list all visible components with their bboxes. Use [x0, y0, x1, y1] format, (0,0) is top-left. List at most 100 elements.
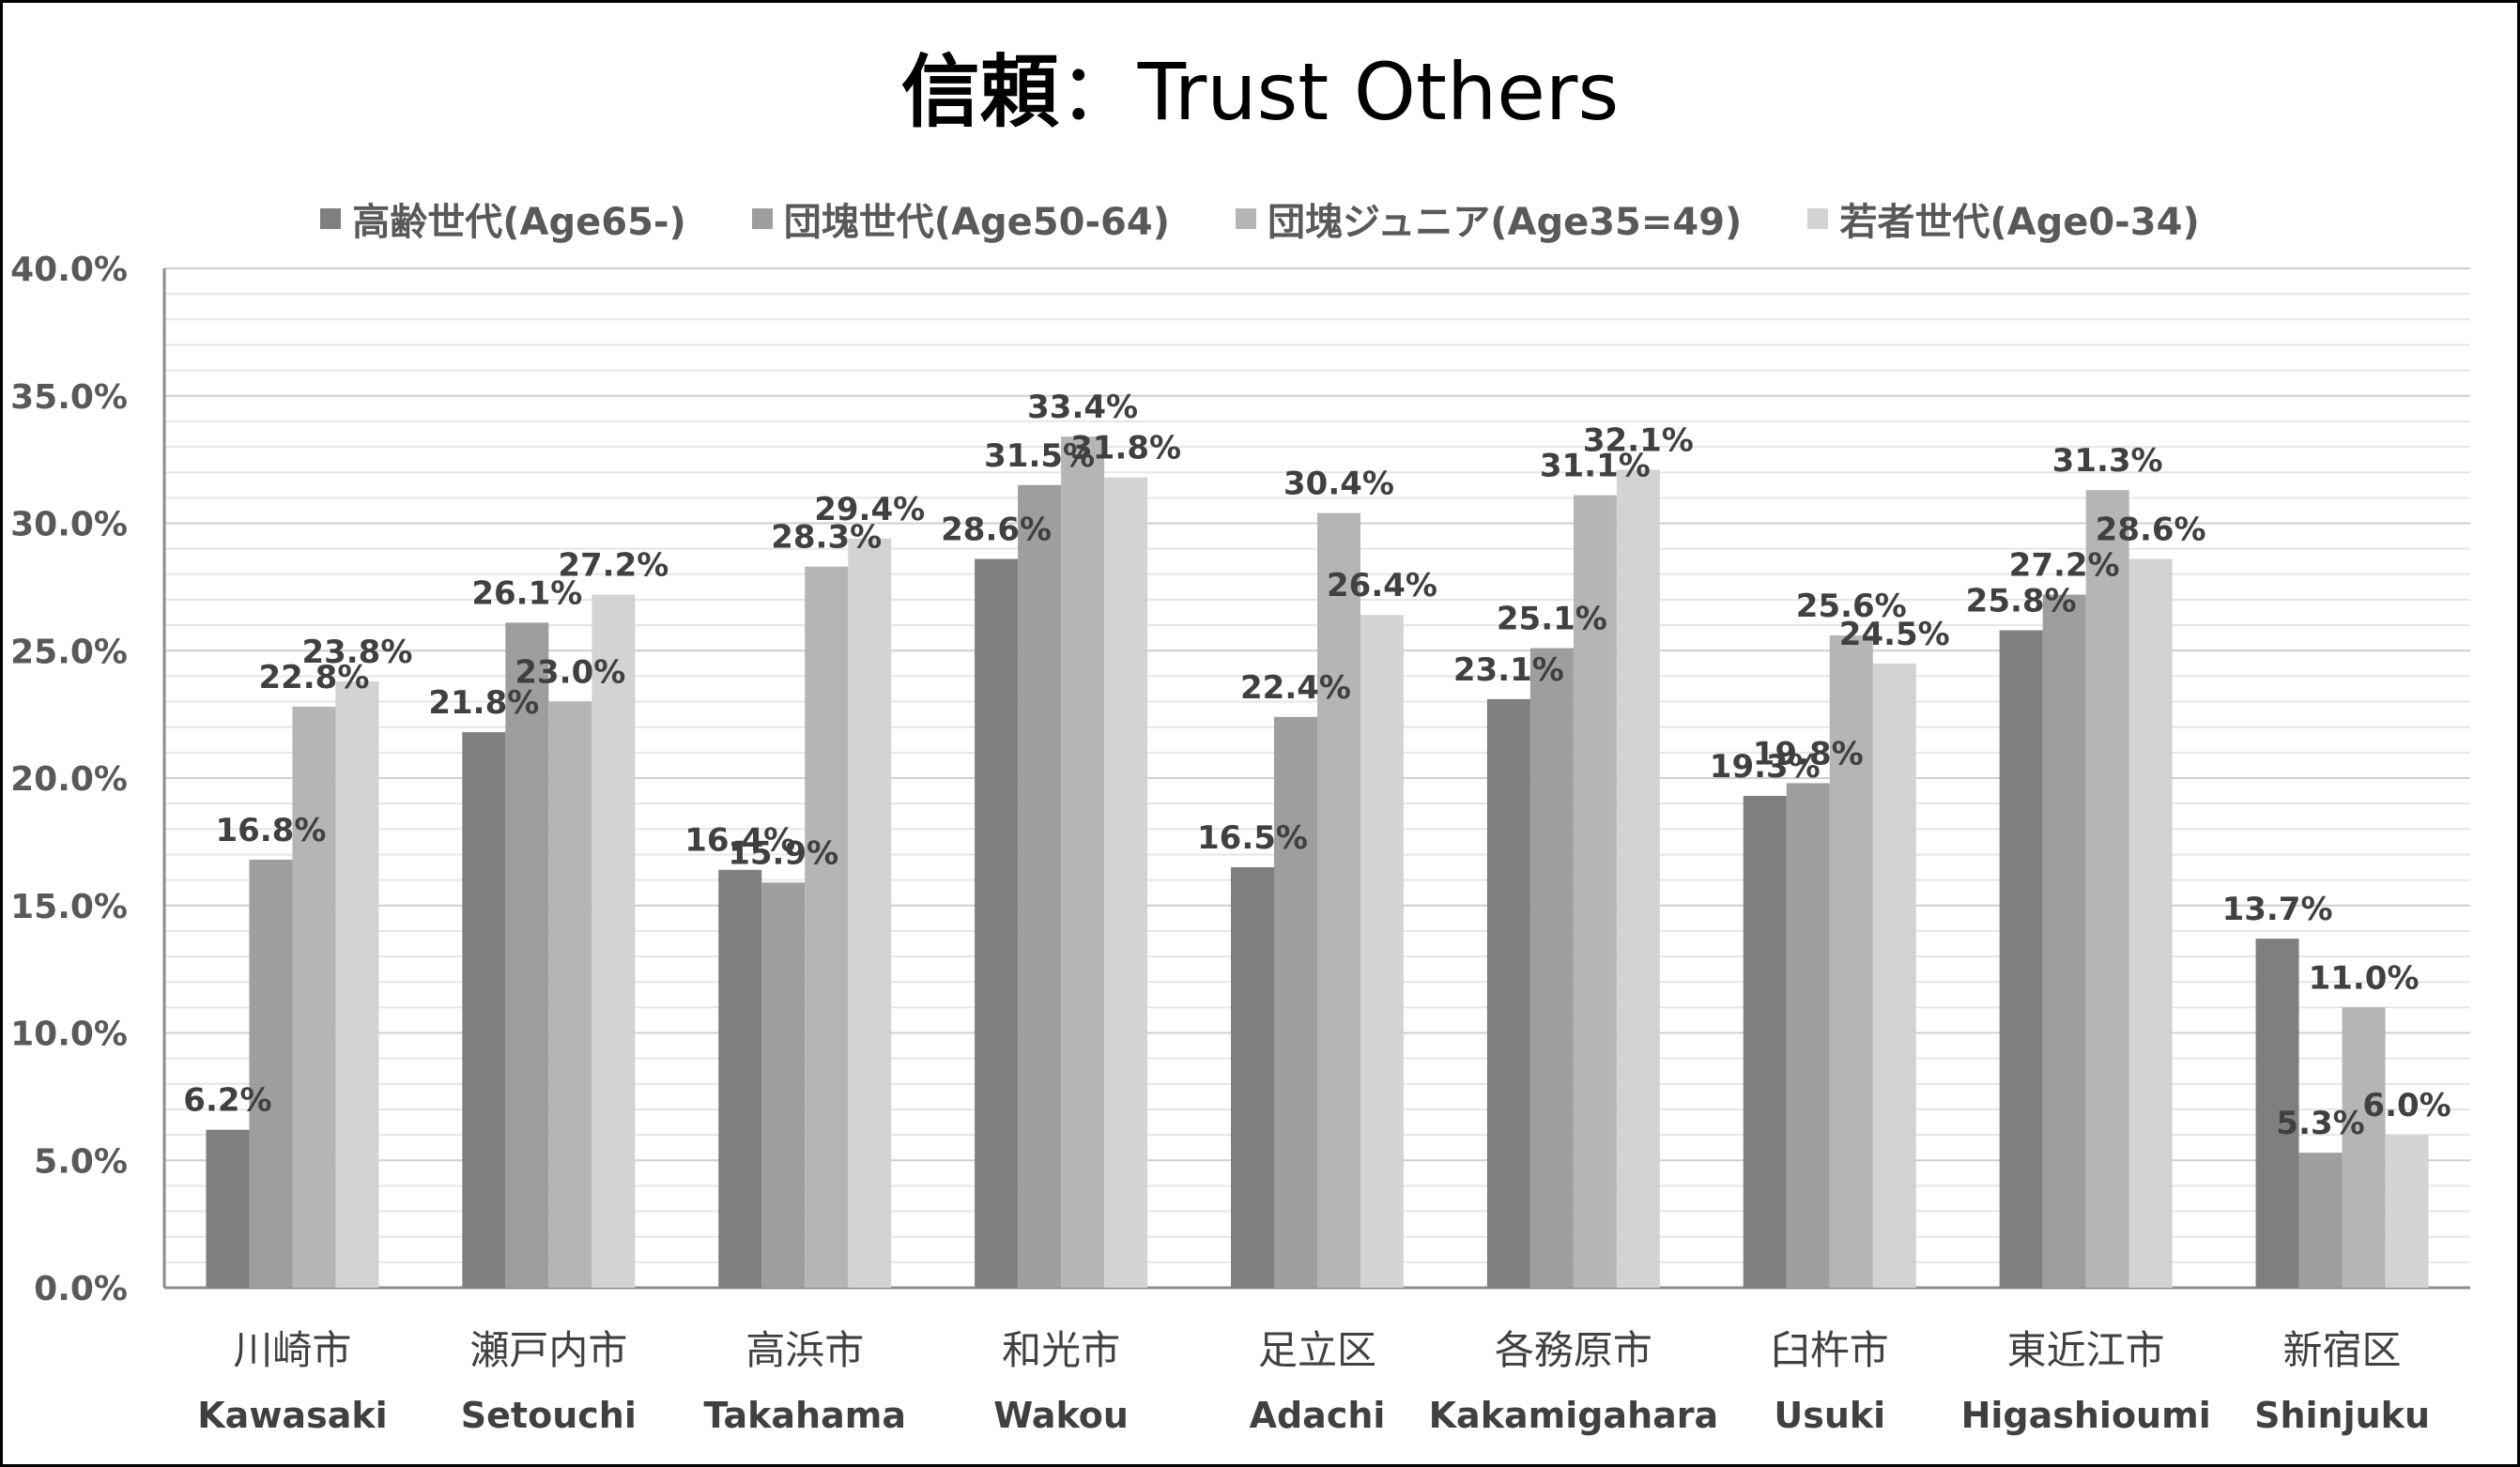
value-label-2-1: 23.0%: [515, 654, 625, 692]
bar-2-5: [1573, 495, 1617, 1288]
bar-3-3: [1104, 477, 1148, 1288]
bar-2-6: [1829, 634, 1873, 1288]
x-tick-label-jp: 新宿区: [2283, 1327, 2402, 1373]
bar-2-4: [1317, 512, 1360, 1288]
legend-item-series-2: 団塊ジュニア(Age35=49): [1236, 191, 1742, 246]
bar-1-1: [505, 622, 549, 1288]
y-tick-label: 10.0%: [10, 1016, 128, 1054]
y-tick-label: 40.0%: [10, 251, 128, 289]
bar-1-8: [2298, 1153, 2343, 1288]
value-label-0-5: 23.1%: [1453, 651, 1564, 689]
bar-0-3: [975, 558, 1019, 1288]
value-label-3-6: 24.5%: [1839, 616, 1950, 653]
bar-0-7: [1999, 630, 2043, 1288]
bar-3-4: [1360, 615, 1404, 1288]
value-label-3-5: 32.1%: [1583, 421, 1694, 459]
value-label-0-8: 13.7%: [2222, 891, 2333, 928]
value-label-1-0: 16.8%: [215, 812, 326, 849]
chart-title-en: Trust Others: [1137, 46, 1620, 138]
y-tick-label: 0.0%: [34, 1270, 128, 1308]
y-tick-label: 5.0%: [34, 1142, 128, 1181]
bar-0-4: [1231, 867, 1274, 1288]
value-label-1-7: 27.2%: [2009, 547, 2120, 585]
value-label-0-7: 25.8%: [1966, 583, 2077, 620]
bar-2-8: [2342, 1007, 2386, 1288]
legend-label-3: 若者世代(Age0-34): [1839, 201, 2200, 244]
x-tick-label-en: Adachi: [1250, 1395, 1386, 1436]
value-label-2-5: 31.1%: [1540, 448, 1651, 485]
value-label-0-1: 21.8%: [428, 684, 539, 722]
x-tick-label-jp: 臼杵市: [1771, 1327, 1889, 1373]
bar-3-0: [335, 680, 379, 1288]
x-tick-label-jp: 足立区: [1258, 1327, 1376, 1373]
bar-1-4: [1274, 716, 1317, 1288]
bar-0-2: [718, 869, 762, 1288]
legend-item-series-3: 若者世代(Age0-34): [1807, 191, 2200, 246]
value-label-0-3: 28.6%: [941, 512, 1052, 549]
bar-0-8: [2255, 939, 2299, 1288]
value-label-1-4: 22.4%: [1240, 669, 1351, 707]
bar-0-5: [1486, 698, 1530, 1288]
x-tick-label-en: Takahama: [703, 1395, 906, 1436]
bar-3-8: [2385, 1135, 2429, 1288]
chart-plot: 0.0% 5.0% 10.0% 15.0% 20.0% 25.0% 30.0% 35.0% 40…: [10, 251, 2470, 1436]
legend-item-series-1: 団塊世代(Age50-64): [751, 191, 1171, 246]
value-label-0-2: 16.4%: [684, 822, 795, 860]
value-label-1-8: 5.3%: [2276, 1105, 2364, 1142]
bar-3-6: [1872, 663, 1916, 1288]
bar-2-0: [292, 706, 336, 1288]
value-label-1-6: 19.8%: [1753, 735, 1864, 772]
bar-0-1: [462, 732, 506, 1288]
bar-0-0: [206, 1129, 250, 1288]
value-label-2-6: 25.6%: [1796, 588, 1907, 625]
chart-legend: 高齢世代(Age65-) 団塊世代(Age50-64) 団塊ジュニア(Age35…: [3, 191, 2517, 247]
value-label-3-7: 28.6%: [2096, 512, 2206, 549]
bar-2-2: [805, 566, 849, 1288]
bar-2-1: [548, 701, 592, 1288]
bar-1-5: [1529, 648, 1574, 1288]
value-label-2-7: 31.3%: [2052, 442, 2163, 480]
value-label-0-4: 16.5%: [1197, 819, 1308, 857]
legend-swatch-1: [751, 208, 773, 229]
x-tick-label-jp: 高浜市: [745, 1327, 864, 1373]
bar-3-5: [1616, 469, 1660, 1288]
value-label-2-2: 28.3%: [771, 519, 882, 557]
legend-item-series-0: 高齢世代(Age65-): [320, 191, 686, 246]
x-tick-label-jp: 和光市: [1002, 1327, 1120, 1373]
chart-title: 信頼：Trust Others: [3, 40, 2517, 144]
legend-swatch-2: [1236, 208, 1257, 229]
x-tick-label-jp: 各務原市: [1495, 1327, 1652, 1373]
legend-label-1: 団塊世代(Age50-64): [783, 201, 1171, 244]
value-label-2-0: 22.8%: [258, 659, 369, 696]
value-label-3-1: 27.2%: [558, 547, 668, 585]
value-label-1-2: 15.9%: [728, 834, 838, 872]
value-label-0-6: 19.3%: [1710, 748, 1821, 786]
value-label-2-8: 11.0%: [2309, 959, 2420, 997]
legend-label-2: 団塊ジュニア(Age35=49): [1268, 201, 1743, 244]
chart-title-cjk: 信頼: [900, 46, 1059, 138]
bar-1-7: [2042, 594, 2086, 1288]
x-tick-label-en: Shinjuku: [2254, 1395, 2430, 1436]
x-tick-label-en: Kakamigahara: [1429, 1395, 1719, 1436]
bar-1-6: [1786, 783, 1830, 1288]
x-tick-label-en: Wakou: [993, 1395, 1129, 1436]
value-label-0-0: 6.2%: [183, 1082, 271, 1120]
y-tick-label: 20.0%: [10, 760, 128, 799]
x-tick-label-jp: 川崎市: [233, 1327, 351, 1373]
bar-0-6: [1743, 796, 1787, 1288]
x-tick-label-en: Kawasaki: [197, 1395, 387, 1436]
x-tick-label-jp: 瀬戸内市: [469, 1327, 627, 1373]
bar-2-3: [1061, 436, 1105, 1288]
value-label-3-0: 23.8%: [301, 634, 412, 671]
legend-label-0: 高齢世代(Age65-): [352, 201, 686, 244]
value-label-3-4: 26.4%: [1327, 567, 1437, 604]
y-tick-label: 35.0%: [10, 378, 128, 417]
x-tick-label-jp: 東近江市: [2007, 1327, 2165, 1373]
value-label-1-1: 26.1%: [471, 574, 582, 612]
bar-2-7: [2085, 490, 2129, 1288]
x-tick-label-en: Higashioumi: [1961, 1395, 2211, 1436]
y-tick-label: 30.0%: [10, 506, 128, 544]
bar-1-2: [761, 882, 806, 1288]
bar-1-0: [249, 859, 293, 1288]
